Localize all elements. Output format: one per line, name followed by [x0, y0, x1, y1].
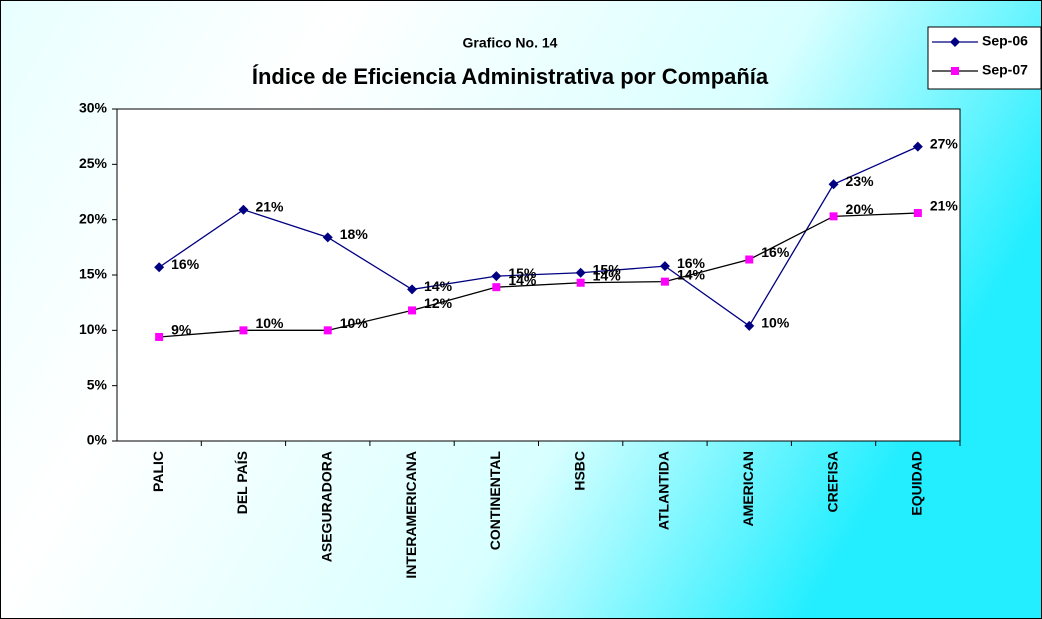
data-label: 14%: [508, 272, 537, 288]
legend-marker: [950, 37, 960, 47]
data-label: 27%: [930, 135, 959, 151]
data-label: 10%: [761, 315, 790, 331]
x-tick-label: CONTINENTAL: [487, 451, 503, 551]
point-marker: [744, 320, 755, 331]
point-marker: [491, 271, 502, 282]
y-tick-label: 5%: [87, 376, 108, 392]
x-tick-label: PALIC: [150, 451, 166, 492]
data-label: 15%: [593, 261, 622, 277]
data-label: 10%: [255, 315, 284, 331]
x-tick-label: DEL PAÍS: [234, 451, 250, 514]
data-label: 20%: [846, 201, 875, 217]
data-label: 16%: [171, 256, 200, 272]
legend-label: Sep-06: [982, 33, 1028, 49]
y-tick-label: 15%: [79, 266, 108, 282]
chart-title: Índice de Eficiencia Administrativa por …: [252, 64, 769, 89]
data-label: 15%: [508, 265, 537, 281]
point-marker: [913, 209, 922, 218]
point-marker: [408, 306, 417, 315]
point-marker: [322, 232, 333, 243]
point-marker: [912, 141, 923, 152]
x-tick-label: INTERAMERICANA: [403, 451, 419, 579]
x-tick-label: ATLANTIDA: [656, 451, 672, 530]
series-line: [159, 212, 918, 338]
x-tick-label: EQUIDAD: [909, 451, 925, 516]
point-marker: [829, 212, 838, 221]
point-marker: [659, 261, 670, 272]
point-marker: [828, 179, 839, 190]
data-label: 18%: [340, 226, 369, 242]
x-tick-label: CREFISA: [824, 451, 840, 512]
y-tick-label: 10%: [79, 321, 108, 337]
legend: [927, 26, 1042, 90]
point-marker: [238, 204, 249, 215]
x-tick-label: HSBC: [571, 451, 587, 491]
data-label: 12%: [424, 295, 453, 311]
point-marker: [323, 326, 332, 335]
data-label: 10%: [340, 315, 369, 331]
data-label: 21%: [255, 198, 284, 214]
y-tick-label: 25%: [79, 155, 108, 171]
data-label: 14%: [677, 266, 706, 282]
x-tick-label: ASEGURADORA: [318, 451, 334, 562]
y-tick-label: 20%: [79, 210, 108, 226]
point-marker: [745, 255, 754, 264]
data-label: 16%: [677, 255, 706, 271]
data-label: 21%: [930, 198, 959, 214]
point-marker: [407, 284, 418, 295]
data-label: 14%: [424, 278, 453, 294]
point-marker: [154, 262, 165, 273]
y-tick-label: 0%: [87, 432, 108, 448]
legend-label: Sep-07: [982, 62, 1028, 78]
point-marker: [576, 278, 585, 287]
legend-marker: [951, 67, 959, 75]
point-marker: [660, 277, 669, 286]
data-label: 16%: [761, 244, 790, 260]
chart-subtitle: Grafico No. 14: [463, 35, 558, 51]
point-marker: [155, 332, 164, 341]
x-tick-label: AMERICAN: [740, 451, 756, 526]
data-label: 23%: [846, 173, 875, 189]
data-label: 14%: [593, 267, 622, 283]
y-tick-label: 30%: [79, 100, 108, 116]
data-label: 9%: [171, 322, 192, 338]
series-line: [158, 146, 919, 327]
point-marker: [492, 283, 501, 292]
point-marker: [239, 326, 248, 335]
point-marker: [575, 267, 586, 278]
